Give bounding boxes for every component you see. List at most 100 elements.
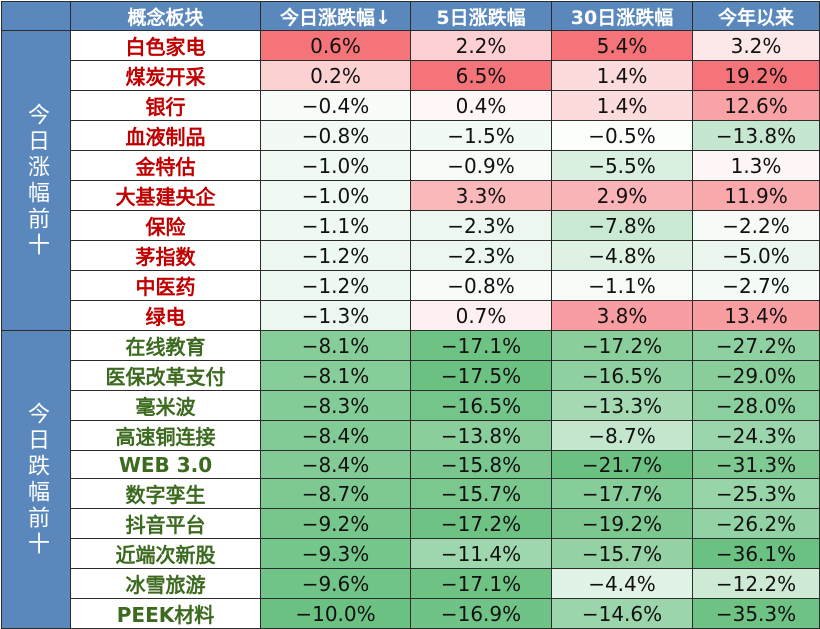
- cell-today-change: −0.8%: [260, 120, 411, 151]
- table-row[interactable]: 近端次新股 −9.3% −11.4% −15.7% −36.1%: [2, 538, 820, 570]
- cell-today-change: −8.1%: [260, 330, 411, 361]
- table-row[interactable]: 数字孪生 −8.7% −15.7% −17.7% −25.3%: [2, 478, 820, 510]
- cell-ytd-change: 12.6%: [692, 90, 820, 121]
- cell-5day-change: 0.7%: [410, 300, 552, 331]
- sector-name: 金特估: [70, 150, 261, 181]
- cell-30day-change: −4.4%: [551, 568, 693, 600]
- sector-name: 高速铜连接: [70, 420, 261, 451]
- header-row: 概念板块 今日涨跌幅↓ 5日涨跌幅 30日涨跌幅 今年以来: [1, 1, 820, 31]
- header-corner: [1, 1, 71, 31]
- sector-name: 绿电: [70, 300, 261, 331]
- sector-name: 白色家电: [70, 30, 261, 61]
- table-row[interactable]: 中医药 −1.2% −0.8% −1.1% −2.7%: [2, 270, 820, 301]
- cell-today-change: −8.4%: [260, 420, 411, 451]
- cell-30day-change: −4.8%: [551, 240, 693, 271]
- cell-30day-change: −7.8%: [551, 210, 693, 241]
- table-row[interactable]: 茅指数 −1.2% −2.3% −4.8% −5.0%: [2, 240, 820, 271]
- cell-5day-change: −0.8%: [410, 270, 552, 301]
- group-label-text: 今日涨幅前十: [24, 102, 49, 259]
- cell-today-change: −1.0%: [260, 150, 411, 181]
- sector-name: 数字孪生: [70, 478, 261, 510]
- table-row[interactable]: 今日涨幅前十 白色家电 0.6% 2.2% 5.4% 3.2%: [1, 30, 820, 331]
- cell-5day-change: −17.1%: [410, 568, 552, 600]
- sector-name: 中医药: [70, 270, 261, 301]
- cell-5day-change: −15.8%: [410, 449, 552, 480]
- table-row[interactable]: 煤炭开采 0.2% 6.5% 1.4% 19.2%: [2, 60, 820, 91]
- cell-today-change: 0.2%: [260, 60, 411, 91]
- group-label-top-gainers: 今日涨幅前十: [1, 30, 71, 331]
- cell-30day-change: −17.2%: [551, 330, 693, 361]
- cell-today-change: 0.6%: [260, 30, 411, 61]
- table-row[interactable]: 大基建央企 −1.0% 3.3% 2.9% 11.9%: [2, 180, 820, 211]
- cell-30day-change: −17.7%: [551, 478, 693, 510]
- header-30day-change[interactable]: 30日涨跌幅: [551, 1, 693, 31]
- cell-30day-change: −19.2%: [551, 508, 693, 540]
- group-label-top-losers: 今日跌幅前十: [1, 329, 71, 629]
- table-row[interactable]: 高速铜连接 −8.4% −13.8% −8.7% −24.3%: [2, 420, 820, 451]
- table-row[interactable]: 抖音平台 −9.2% −17.2% −19.2% −26.2%: [2, 508, 820, 540]
- cell-ytd-change: −5.0%: [692, 240, 820, 271]
- cell-5day-change: −16.5%: [410, 390, 552, 421]
- sector-name: 在线教育: [70, 330, 261, 361]
- cell-today-change: −9.6%: [260, 568, 411, 600]
- cell-30day-change: 2.9%: [551, 180, 693, 211]
- header-5day-change[interactable]: 5日涨跌幅: [410, 1, 552, 31]
- cell-ytd-change: −35.3%: [692, 598, 820, 629]
- cell-ytd-change: 1.3%: [692, 150, 820, 181]
- cell-today-change: −9.2%: [260, 508, 411, 540]
- sector-name: 保险: [70, 210, 261, 241]
- sector-name: 医保改革支付: [70, 360, 261, 391]
- header-sector[interactable]: 概念板块: [70, 1, 261, 31]
- cell-5day-change: −16.9%: [410, 598, 552, 629]
- cell-today-change: −0.4%: [260, 90, 411, 121]
- cell-today-change: −1.2%: [260, 270, 411, 301]
- sector-name: 银行: [70, 90, 261, 121]
- sector-name: 茅指数: [70, 240, 261, 271]
- cell-ytd-change: −31.3%: [692, 449, 820, 480]
- cell-today-change: −10.0%: [260, 598, 411, 629]
- table-row[interactable]: 保险 −1.1% −2.3% −7.8% −2.2%: [2, 210, 820, 241]
- table-row[interactable]: 医保改革支付 −8.1% −17.5% −16.5% −29.0%: [2, 360, 820, 391]
- cell-ytd-change: −2.7%: [692, 270, 820, 301]
- cell-5day-change: −17.1%: [410, 330, 552, 361]
- cell-ytd-change: −24.3%: [692, 420, 820, 451]
- cell-ytd-change: −36.1%: [692, 538, 820, 570]
- cell-ytd-change: −26.2%: [692, 508, 820, 540]
- sector-name: 毫米波: [70, 390, 261, 421]
- table-row[interactable]: 今日跌幅前十 在线教育 −8.1% −17.1% −17.2% −27.2%: [1, 329, 820, 629]
- cell-30day-change: −5.5%: [551, 150, 693, 181]
- table-row[interactable]: 冰雪旅游 −9.6% −17.1% −4.4% −12.2%: [2, 568, 820, 600]
- cell-5day-change: 2.2%: [410, 30, 552, 61]
- cell-5day-change: −0.9%: [410, 150, 552, 181]
- cell-today-change: −8.3%: [260, 390, 411, 421]
- table-row[interactable]: 毫米波 −8.3% −16.5% −13.3% −28.0%: [2, 390, 820, 421]
- cell-today-change: −8.1%: [260, 360, 411, 391]
- cell-ytd-change: −25.3%: [692, 478, 820, 510]
- table-row[interactable]: 金特估 −1.0% −0.9% −5.5% 1.3%: [2, 150, 820, 181]
- cell-ytd-change: −2.2%: [692, 210, 820, 241]
- sector-name: 抖音平台: [70, 508, 261, 540]
- header-ytd-change[interactable]: 今年以来: [692, 1, 820, 31]
- cell-5day-change: −2.3%: [410, 210, 552, 241]
- table-row[interactable]: 绿电 −1.3% 0.7% 3.8% 13.4%: [2, 300, 820, 331]
- cell-30day-change: 1.4%: [551, 90, 693, 121]
- cell-5day-change: −2.3%: [410, 240, 552, 271]
- cell-30day-change: −14.6%: [551, 598, 693, 629]
- cell-today-change: −9.3%: [260, 538, 411, 570]
- table-row[interactable]: 银行 −0.4% 0.4% 1.4% 12.6%: [2, 90, 820, 121]
- header-today-change[interactable]: 今日涨跌幅↓: [260, 1, 411, 31]
- cell-5day-change: −17.2%: [410, 508, 552, 540]
- table-row[interactable]: PEEK材料 −10.0% −16.9% −14.6% −35.3%: [2, 598, 820, 629]
- cell-30day-change: −21.7%: [551, 449, 693, 480]
- cell-30day-change: −0.5%: [551, 120, 693, 151]
- group-label-text: 今日跌幅前十: [24, 401, 49, 558]
- table-body: 今日涨幅前十 白色家电 0.6% 2.2% 5.4% 3.2% 煤炭开采 0.2% 6.5% 1.…: [1, 30, 820, 629]
- cell-today-change: −1.3%: [260, 300, 411, 331]
- cell-ytd-change: −12.2%: [692, 568, 820, 600]
- sector-name: 煤炭开采: [70, 60, 261, 91]
- cell-5day-change: −13.8%: [410, 420, 552, 451]
- table-row[interactable]: WEB 3.0 −8.4% −15.8% −21.7% −31.3%: [2, 449, 820, 480]
- table-row[interactable]: 血液制品 −0.8% −1.5% −0.5% −13.8%: [2, 120, 820, 151]
- cell-30day-change: −1.1%: [551, 270, 693, 301]
